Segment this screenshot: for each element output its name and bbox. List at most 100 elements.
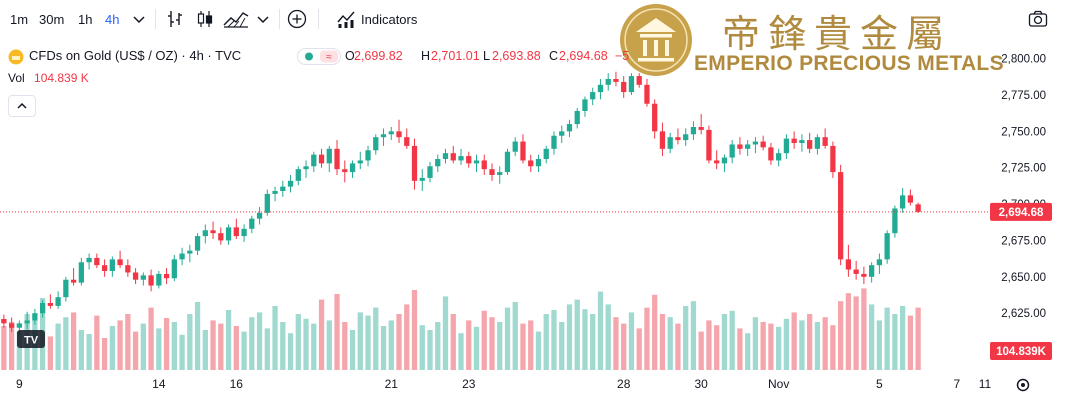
volume-bar bbox=[706, 320, 712, 370]
candle-body bbox=[94, 257, 100, 266]
volume-bar bbox=[241, 331, 247, 370]
chevron-down-icon[interactable] bbox=[252, 8, 274, 30]
brand-english-name: EMPERIO PRECIOUS METALS bbox=[694, 52, 1004, 75]
candle-body bbox=[365, 150, 371, 161]
volume-bar bbox=[590, 314, 596, 370]
candle-body bbox=[551, 135, 557, 149]
interval-30m-button[interactable]: 30m bbox=[39, 12, 65, 27]
candle-body bbox=[442, 153, 449, 159]
volume-bar bbox=[497, 322, 503, 370]
price-tick-label: 2,750.00 bbox=[1001, 126, 1046, 138]
candle-body bbox=[892, 208, 898, 234]
volume-bar bbox=[473, 326, 480, 370]
price-tick-label: 2,675.00 bbox=[1001, 235, 1046, 247]
volume-bar bbox=[435, 322, 441, 370]
candle-body bbox=[745, 144, 751, 149]
volume-bar bbox=[853, 296, 859, 370]
add-compare-icon[interactable] bbox=[286, 8, 308, 30]
candle-body bbox=[822, 137, 828, 146]
candle-body bbox=[721, 157, 728, 164]
high-value: 2,701.01 bbox=[431, 49, 480, 63]
candle-body bbox=[884, 233, 890, 260]
volume-bar bbox=[148, 307, 154, 370]
last-volume-tag: 104.839K bbox=[990, 342, 1052, 360]
toolbar-divider bbox=[279, 9, 280, 29]
market-status-icon[interactable]: ≈ bbox=[297, 48, 341, 65]
candle-body bbox=[109, 259, 115, 271]
volume-bar bbox=[194, 302, 201, 370]
bar-style-icon[interactable] bbox=[164, 8, 186, 30]
candle-body bbox=[427, 166, 433, 178]
volume-bar bbox=[396, 314, 402, 370]
candle-body bbox=[752, 141, 759, 145]
area-style-icon[interactable] bbox=[222, 8, 250, 30]
collapse-legend-button[interactable] bbox=[8, 95, 36, 117]
volume-bar bbox=[776, 326, 782, 370]
candle-body bbox=[318, 154, 325, 164]
indicators-button[interactable]: Indicators bbox=[361, 12, 418, 27]
volume-bar bbox=[365, 315, 371, 370]
settings-gear-icon[interactable] bbox=[1016, 378, 1030, 392]
volume-bar bbox=[388, 320, 394, 370]
price-tick-label: 2,625.00 bbox=[1001, 308, 1046, 320]
volume-bar bbox=[218, 323, 224, 370]
symbol-title[interactable]: CFDs on Gold (US$ / OZ) · 4h · TVC bbox=[29, 48, 242, 63]
volume-bar bbox=[667, 317, 673, 370]
candle-body bbox=[636, 76, 642, 85]
price-axis[interactable]: 2,800.002,775.002,750.002,725.002,700.00… bbox=[1001, 54, 1046, 321]
indicators-icon[interactable] bbox=[335, 8, 357, 30]
candle-body bbox=[39, 303, 46, 314]
last-price-tag: 2,694.68 bbox=[990, 202, 1052, 221]
candle-style-icon[interactable] bbox=[194, 8, 216, 30]
volume-bar bbox=[520, 323, 526, 370]
camera-icon[interactable] bbox=[1027, 8, 1049, 30]
volume-value: 104.839 K bbox=[34, 71, 89, 85]
candle-body bbox=[78, 262, 84, 283]
candle-body bbox=[504, 151, 511, 173]
time-tick-label: 14 bbox=[152, 377, 166, 391]
candle-body bbox=[590, 92, 596, 100]
volume-bar bbox=[659, 314, 666, 370]
volume-bar bbox=[210, 320, 216, 370]
volume-bar bbox=[272, 306, 278, 370]
volume-bar bbox=[621, 323, 627, 370]
candle-body bbox=[481, 160, 487, 170]
volume-bar bbox=[830, 325, 836, 370]
volume-bar bbox=[721, 314, 728, 370]
volume-bar bbox=[55, 323, 61, 370]
volume-bar bbox=[652, 294, 658, 370]
volume-bar bbox=[132, 331, 139, 370]
candle-body bbox=[148, 275, 154, 286]
interval-1m-button[interactable]: 1m bbox=[10, 12, 29, 27]
candle-body bbox=[644, 84, 650, 104]
candle-body bbox=[125, 265, 131, 273]
candle-body bbox=[373, 137, 379, 151]
time-tick-label: 7 bbox=[954, 377, 961, 391]
time-axis[interactable]: 9 14 16 21 23 28 30 Nov 5 7 11 bbox=[16, 377, 992, 391]
volume-bar bbox=[117, 320, 123, 370]
low-value: 2,693.88 bbox=[492, 49, 541, 63]
volume-bar bbox=[101, 338, 108, 370]
price-tick-label: 2,800.00 bbox=[1001, 54, 1046, 66]
volume-legend: Vol 104.839 K bbox=[8, 71, 89, 85]
candle-body bbox=[280, 186, 286, 191]
candle-body bbox=[915, 204, 921, 212]
volume-bar bbox=[752, 317, 759, 370]
candle-body bbox=[233, 227, 239, 237]
interval-4h-button[interactable]: 4h bbox=[105, 12, 120, 27]
close-value: 2,694.68 bbox=[559, 49, 608, 63]
interval-1h-button[interactable]: 1h bbox=[78, 12, 93, 27]
tradingview-logo[interactable]: TV bbox=[17, 330, 45, 348]
candle-body bbox=[218, 233, 224, 241]
volume-bar bbox=[109, 326, 115, 370]
volume-bar bbox=[899, 306, 906, 370]
volume-bar bbox=[280, 322, 286, 370]
volume-bar bbox=[466, 320, 472, 370]
candle-body bbox=[791, 138, 797, 143]
chevron-down-icon[interactable] bbox=[128, 8, 150, 30]
candle-body bbox=[194, 236, 201, 251]
candle-body bbox=[334, 148, 340, 170]
volume-bar bbox=[892, 314, 898, 370]
volume-bar bbox=[675, 323, 681, 370]
